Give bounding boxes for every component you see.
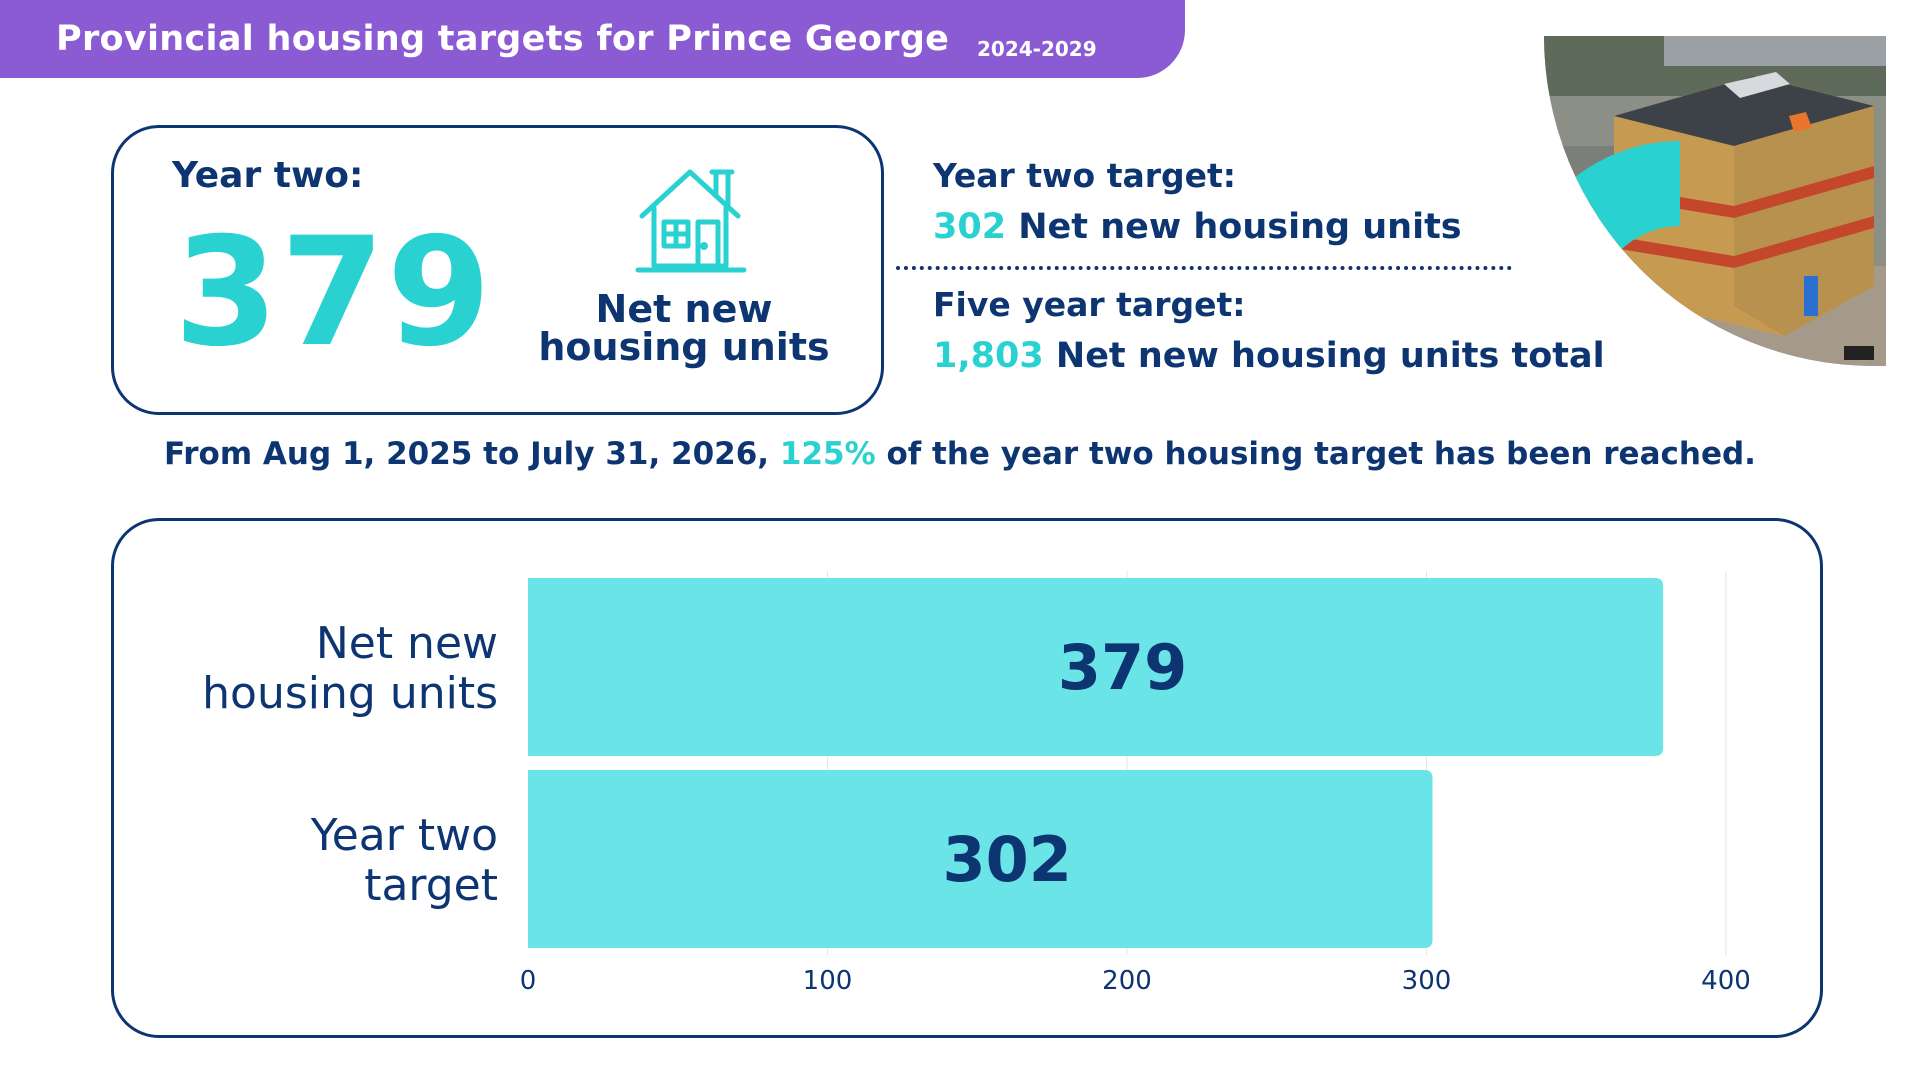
title-banner: Provincial housing targets for Prince Ge… [0,0,1185,78]
x-tick-label-3: 300 [1402,966,1452,996]
chart-card: 379 Net new housing units 302 Year two target… [111,518,1823,1038]
x-tick-label-1: 100 [803,966,853,996]
x-tick-label-4: 400 [1701,966,1751,996]
five-year-target-label: Five year target: [933,285,1246,324]
category-label-0-line-0: Net new [316,618,498,669]
progress-summary: From Aug 1, 2025 to July 31, 2026, 125% … [0,436,1920,472]
year-two-target-value: 302 [933,207,1007,247]
house-icon [635,169,747,273]
summary-percent: 125% [779,436,876,472]
year-two-target-label: Year two target: [933,156,1236,195]
building-construction-photo [1544,36,1886,366]
five-year-target-row: 1,803 Net new housing units total [933,336,1605,376]
category-label-1-line-1: target [364,860,498,911]
banner-title: Provincial housing targets for Prince Ge… [56,19,950,59]
category-label-0-line-1: housing units [202,668,498,719]
net-units-caption: Net new housing units [534,290,834,366]
year-two-target-row: 302 Net new housing units [933,207,1633,247]
bar-1 [528,770,1433,948]
net-units-big-number: 379 [174,206,494,380]
five-year-block: Five year target: 1,803 Net new housing … [933,285,1605,376]
banner-years: 2024-2029 [977,37,1097,61]
five-year-target-value: 1,803 [933,336,1044,376]
year-two-stat-card: Year two: 379 Net new housing units [111,125,884,415]
year-two-label: Year two: [172,155,364,196]
summary-prefix: From Aug 1, 2025 to July 31, 2026, [164,436,770,472]
category-label-1-line-0: Year two [310,810,498,861]
bar-0 [528,578,1664,756]
dotted-divider [896,266,1512,270]
x-tick-label-2: 200 [1102,966,1152,996]
year-two-target-text: Net new housing units [1018,207,1462,247]
summary-suffix: of the year two housing target has been … [886,436,1756,472]
caption-line-2: housing units [538,325,830,369]
five-year-target-text: Net new housing units total [1055,336,1605,376]
x-tick-label-0: 0 [520,966,537,996]
bar-value-label-1: 302 [943,823,1072,896]
bar-value-label-0: 379 [1058,631,1187,704]
targets-block: Year two target: 302 Net new housing uni… [933,156,1633,247]
caption-line-1: Net new [595,287,773,331]
